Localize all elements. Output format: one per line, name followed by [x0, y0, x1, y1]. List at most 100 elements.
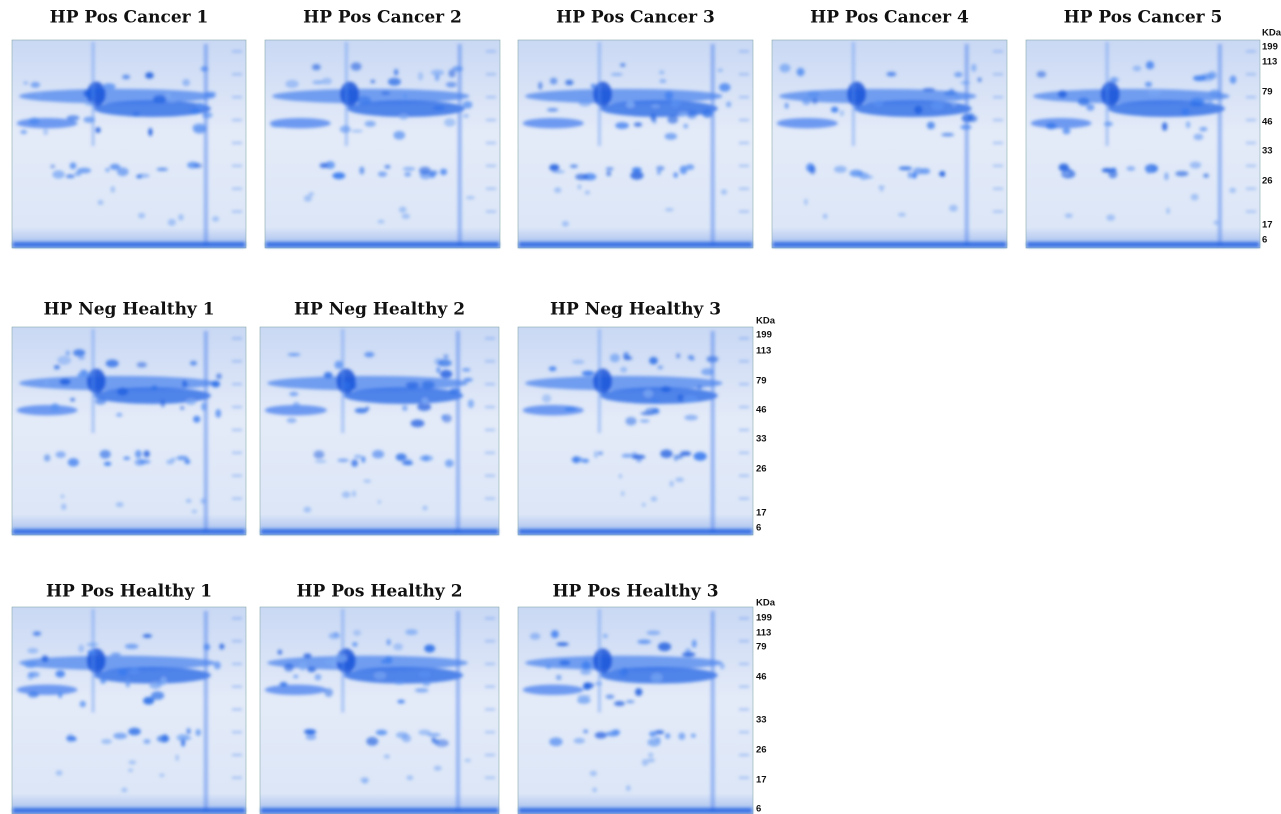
- gel-spot: [1108, 169, 1118, 179]
- gel-band: [269, 118, 331, 129]
- gel-spot: [1229, 75, 1237, 84]
- gel-spot: [421, 397, 429, 405]
- gel-streak: [964, 44, 969, 246]
- gel-spot: [637, 639, 652, 644]
- gel-spot: [341, 491, 351, 498]
- gel-spot: [28, 671, 40, 678]
- gel-spot: [429, 170, 438, 176]
- marker-label: 6: [1262, 235, 1267, 246]
- gel-spot: [584, 190, 590, 195]
- gel-ladder: [485, 685, 495, 688]
- gel-background: [517, 606, 754, 814]
- gel-spot: [931, 101, 944, 110]
- gel-band: [779, 88, 977, 104]
- gel-spot: [77, 167, 92, 174]
- gel-band: [1107, 100, 1225, 117]
- gel-ladder: [739, 474, 749, 477]
- gel-spot: [66, 115, 80, 121]
- gel-spot: [691, 639, 697, 648]
- gel-spot: [359, 166, 365, 175]
- gel-spot: [309, 729, 316, 735]
- marker-label: 33: [756, 434, 767, 445]
- gel-spot: [914, 105, 923, 114]
- gel-spot: [654, 730, 665, 735]
- gel-image: [11, 606, 247, 814]
- gel-ladder: [739, 119, 749, 122]
- gel-dye-front: [261, 808, 498, 813]
- gel-spot: [32, 631, 42, 636]
- gel-ladder: [232, 383, 242, 386]
- gel-spot: [421, 380, 435, 389]
- gel-spot: [886, 71, 897, 77]
- marker-label: 46: [1262, 117, 1273, 128]
- gel-spot: [1207, 100, 1214, 107]
- gel-band: [19, 655, 216, 671]
- gel-spot: [116, 167, 129, 177]
- gel-spot: [191, 509, 198, 514]
- gel-spot: [215, 409, 222, 418]
- gel-spot: [375, 729, 388, 736]
- gel-ladder: [993, 119, 1003, 122]
- gel-dye-front: [13, 242, 245, 247]
- gel-spot: [577, 694, 591, 699]
- gel-streak: [91, 609, 95, 713]
- gel-spot: [431, 739, 440, 744]
- gel-spots: [13, 609, 245, 813]
- gel-spot: [632, 454, 646, 460]
- gel-spot: [386, 639, 391, 646]
- gel-ladder: [232, 708, 242, 711]
- gel-spot: [667, 115, 679, 124]
- gel-spot: [129, 667, 140, 674]
- gel-streak: [455, 611, 460, 812]
- gel-spot: [351, 459, 358, 467]
- gel-spot: [1166, 207, 1170, 215]
- gel-spot: [362, 779, 368, 784]
- gel-spot: [193, 415, 201, 423]
- gel-spot: [401, 213, 410, 219]
- gel-spot: [28, 117, 40, 125]
- gel-spot: [422, 680, 431, 687]
- gel-spot: [1229, 187, 1237, 193]
- panel-title: HP Neg Healthy 3: [550, 300, 721, 320]
- gel-spot: [609, 353, 620, 363]
- gel-ladder: [485, 383, 495, 386]
- gel-spot: [67, 458, 79, 467]
- gel-spot: [185, 498, 192, 504]
- gel-spot: [873, 99, 883, 107]
- gel-spot: [618, 473, 623, 479]
- gel-spot: [364, 351, 375, 358]
- gel-spot: [175, 754, 179, 761]
- gel-spot: [621, 453, 633, 458]
- marker-label: 79: [756, 642, 767, 653]
- gel-spot: [659, 79, 667, 84]
- panel-title: HP Neg Healthy 1: [43, 300, 214, 320]
- gel-spot: [613, 700, 625, 707]
- gel-spot: [136, 174, 143, 179]
- gel-spot: [593, 368, 612, 394]
- gel-streak: [341, 609, 345, 713]
- gel-spot: [121, 787, 128, 793]
- gel-spot: [427, 733, 441, 737]
- gel-spot: [664, 132, 678, 140]
- gel-spot: [907, 171, 912, 179]
- gel-spot: [27, 691, 39, 698]
- gel-spot: [307, 666, 317, 673]
- gel-streak: [710, 611, 715, 812]
- gel-background: [11, 326, 247, 536]
- gel-ladder: [232, 753, 242, 756]
- gel-spot: [656, 165, 665, 171]
- gel-spot: [72, 736, 77, 742]
- gel-spot: [467, 399, 475, 409]
- gel-streak: [91, 42, 95, 146]
- gel-spot: [592, 787, 597, 793]
- gel-spot: [180, 406, 185, 410]
- gel-spot: [640, 411, 655, 416]
- gel-spot: [402, 94, 408, 99]
- gel-spot: [657, 365, 664, 370]
- gel-band: [525, 655, 723, 671]
- gel-ladder: [1246, 210, 1256, 213]
- gel-spot: [103, 461, 112, 466]
- gel-ladder: [739, 210, 749, 213]
- gel-spot: [148, 127, 153, 137]
